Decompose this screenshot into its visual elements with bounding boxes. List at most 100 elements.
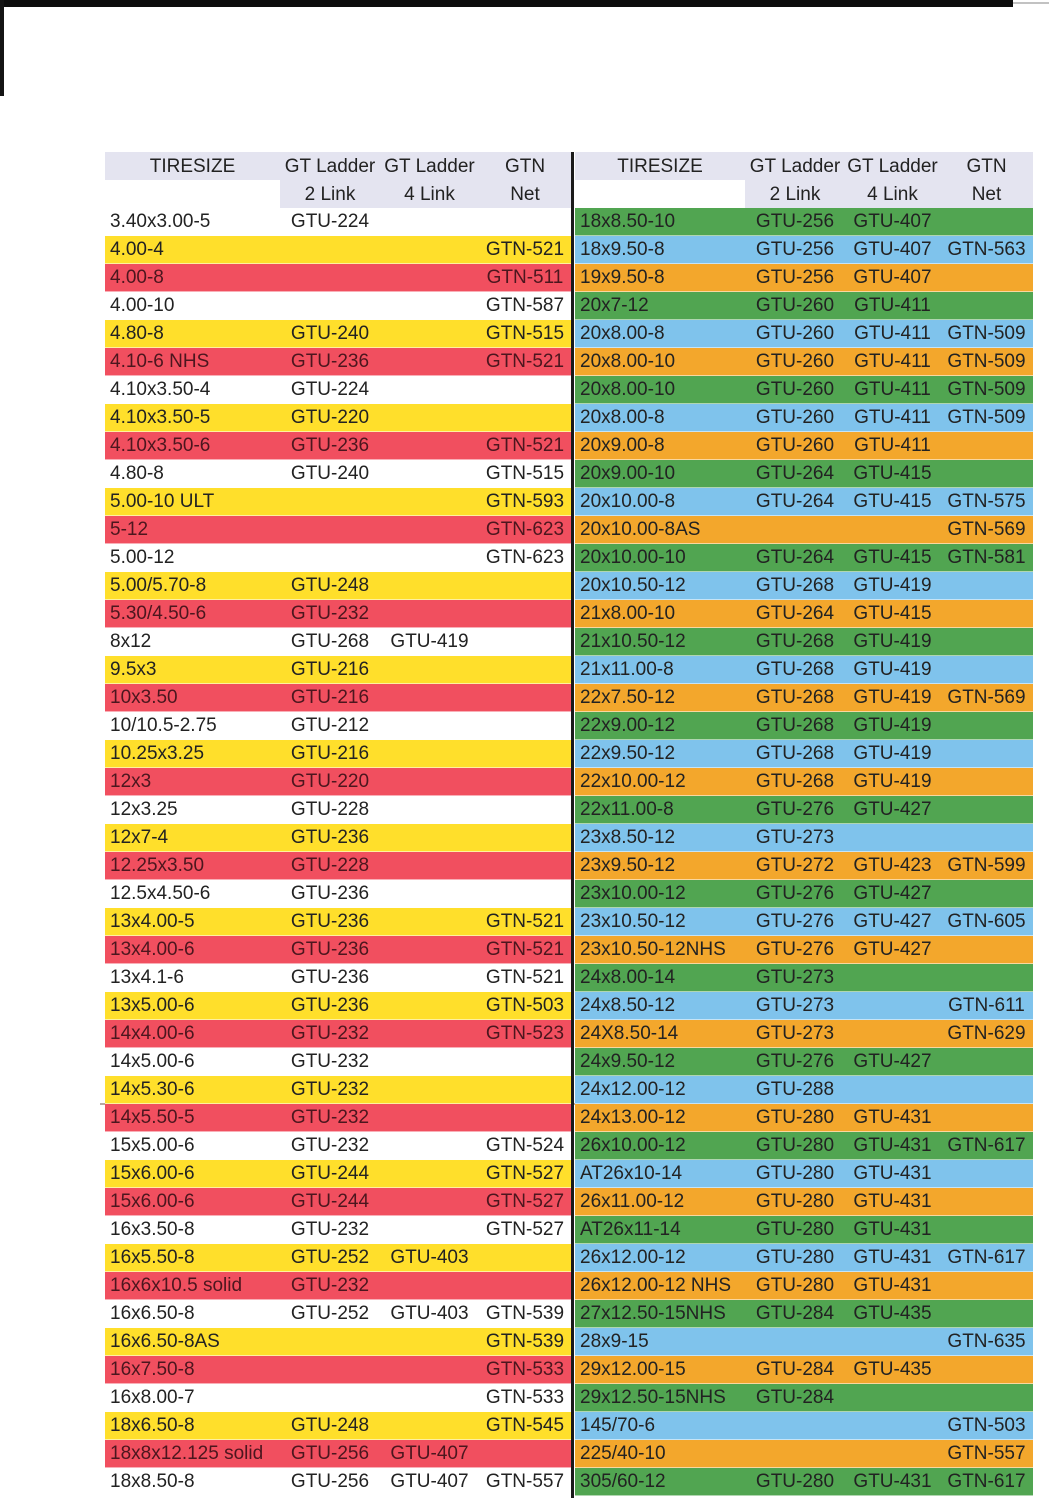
gtn-net-cell: GTN-587 — [485, 295, 565, 316]
tiresize-cell: 16x5.50-8 — [110, 1247, 195, 1268]
gtn-net-cell — [479, 1272, 571, 1299]
gt-ladder-2link-cell: GTU-268 — [755, 743, 835, 764]
gt-ladder-2link-cell: GTU-236 — [290, 939, 370, 960]
tiresize-cell: 4.10x3.50-4 — [110, 379, 211, 400]
gt-ladder-2link-cell: GTU-236 — [290, 911, 370, 932]
tiresize-cell: 8x12 — [110, 631, 152, 652]
table-row: 20x9.00-8 GTU-260 GTU-411 — [575, 432, 1033, 460]
gt-ladder-4link-cell — [380, 880, 479, 907]
gtn-net-cell — [479, 1104, 571, 1131]
tiresize-cell: 20x8.00-10 — [580, 351, 676, 372]
gtn-net-cell: GTN-527 — [485, 1191, 565, 1212]
table-row: 10.25x3.25 GTU-216 — [105, 740, 571, 768]
table-body-right: 18x8.50-10 GTU-256 GTU-407 18x9.50-8 GTU-256… — [575, 208, 1033, 1496]
link2-header: 2 Link — [280, 180, 380, 208]
gt-ladder-2link-cell — [745, 1328, 845, 1355]
tiresize-cell: 12x3.25 — [110, 799, 178, 820]
table-row: 14x5.30-6 GTU-232 — [105, 1076, 571, 1104]
tiresize-cell: 305/60-12 — [580, 1471, 666, 1492]
tiresize-cell: 20x10.00-10 — [580, 547, 686, 568]
tiresize-cell: 28x9-15 — [580, 1331, 649, 1352]
table-row: 18x8x12.125 solid GTU-256 GTU-407 — [105, 1440, 571, 1468]
tiresize-cell: 12.25x3.50 — [110, 855, 205, 876]
gt-ladder-4link-cell: GTU-407 — [853, 239, 932, 260]
table-row: 23x8.50-12 GTU-273 — [575, 824, 1033, 852]
gt-ladder-header: GT Ladder — [380, 152, 479, 180]
gt-ladder-4link-cell: GTU-427 — [853, 939, 932, 960]
gtn-net-cell — [940, 740, 1033, 767]
gt-ladder-4link-cell: GTU-403 — [390, 1303, 469, 1324]
table-row: 4.00-8 GTN-511 — [105, 264, 571, 292]
tiresize-cell: 22x9.50-12 — [580, 743, 676, 764]
net-header: Net — [940, 180, 1033, 208]
gt-ladder-2link-cell: GTU-264 — [755, 603, 835, 624]
gt-ladder-2link-cell: GTU-252 — [290, 1247, 370, 1268]
tiresize-header: TIRESIZE — [105, 152, 280, 180]
tiresize-cell: 20x8.00-10 — [580, 379, 676, 400]
gt-ladder-2link-cell: GTU-228 — [290, 799, 370, 820]
tiresize-cell: 18x8.50-8 — [110, 1471, 195, 1492]
gtn-net-cell: GTN-599 — [947, 855, 1026, 876]
gt-ladder-4link-cell: GTU-427 — [853, 883, 932, 904]
gtn-net-cell: GTN-623 — [485, 519, 565, 540]
table-row: 9.5x3 GTU-216 — [105, 656, 571, 684]
table-row: 4.00-4 GTN-521 — [105, 236, 571, 264]
gt-ladder-4link-cell: GTU-427 — [853, 799, 932, 820]
tiresize-cell: 14x5.00-6 — [110, 1051, 195, 1072]
table-row: 4.10x3.50-6 GTU-236 GTN-521 — [105, 432, 571, 460]
table-row: 8x12 GTU-268 GTU-419 — [105, 628, 571, 656]
table-row: 16x5.50-8 GTU-252 GTU-403 — [105, 1244, 571, 1272]
table-row: 5.30/4.50-6 GTU-232 — [105, 600, 571, 628]
gt-ladder-4link-cell — [380, 740, 479, 767]
gt-ladder-2link-cell: GTU-236 — [290, 351, 370, 372]
tiresize-cell: 20x10.50-12 — [580, 575, 686, 596]
gt-ladder-2link-cell: GTU-212 — [290, 715, 370, 736]
table-row: 5.00-10 ULT GTN-593 — [105, 488, 571, 516]
gt-ladder-4link-cell — [845, 1412, 940, 1439]
gt-ladder-2link-cell: GTU-228 — [290, 855, 370, 876]
gt-ladder-header: GT Ladder — [745, 152, 845, 180]
tiresize-cell: 16x7.50-8 — [110, 1359, 195, 1380]
gtn-net-cell: GTN-623 — [485, 547, 565, 568]
gtn-net-cell: GTN-581 — [947, 547, 1026, 568]
tiresize-cell: 20x7-12 — [580, 295, 649, 316]
gtn-net-cell: GTN-569 — [947, 519, 1026, 540]
table-row: 26x11.00-12 GTU-280 GTU-431 — [575, 1188, 1033, 1216]
gt-ladder-2link-cell: GTU-260 — [755, 323, 835, 344]
table-row: 15x6.00-6 GTU-244 GTN-527 — [105, 1160, 571, 1188]
gt-ladder-2link-cell: GTU-236 — [290, 883, 370, 904]
table-row: 20x8.00-8 GTU-260 GTU-411 GTN-509 — [575, 404, 1033, 432]
gt-ladder-4link-cell — [380, 1076, 479, 1103]
gt-ladder-2link-cell: GTU-232 — [290, 603, 370, 624]
gtn-header: GTN — [940, 152, 1033, 180]
gt-ladder-2link-cell: GTU-273 — [755, 967, 835, 988]
gt-ladder-4link-cell: GTU-411 — [854, 435, 931, 456]
table-row: 16x7.50-8 GTN-533 — [105, 1356, 571, 1384]
gt-ladder-4link-cell — [380, 964, 479, 991]
table-row: 18x8.50-10 GTU-256 GTU-407 — [575, 208, 1033, 236]
gt-ladder-4link-cell — [380, 1160, 479, 1187]
table-row: 12.25x3.50 GTU-228 — [105, 852, 571, 880]
gt-ladder-4link-cell: GTU-419 — [853, 687, 932, 708]
gt-ladder-2link-cell: GTU-232 — [290, 1135, 370, 1156]
table-row: AT26x10-14 GTU-280 GTU-431 — [575, 1160, 1033, 1188]
gt-ladder-4link-cell — [380, 684, 479, 711]
gt-ladder-2link-cell: GTU-276 — [755, 1051, 835, 1072]
gt-ladder-2link-cell — [745, 516, 845, 543]
parts-table-left: TIRESIZE GT Ladder GT Ladder GTN 2 Link … — [105, 152, 571, 1496]
gt-ladder-2link-cell: GTU-268 — [755, 687, 835, 708]
tiresize-cell: 5.00-10 ULT — [110, 491, 215, 512]
gt-ladder-2link-cell: GTU-220 — [290, 407, 370, 428]
tiresize-cell: 23x9.50-12 — [580, 855, 676, 876]
gtn-net-cell — [940, 1216, 1033, 1243]
tiresize-cell: 26x12.00-12 — [580, 1247, 686, 1268]
tiresize-cell: 20x10.00-8AS — [580, 519, 701, 540]
table-row: 22x9.00-12 GTU-268 GTU-419 — [575, 712, 1033, 740]
table-row: 4.80-8 GTU-240 GTN-515 — [105, 320, 571, 348]
gtn-net-cell: GTN-617 — [947, 1135, 1026, 1156]
table-row: 23x9.50-12 GTU-272 GTU-423 GTN-599 — [575, 852, 1033, 880]
table-row: 20x7-12 GTU-260 GTU-411 — [575, 292, 1033, 320]
gt-ladder-4link-cell — [380, 600, 479, 627]
table-row: 29x12.00-15 GTU-284 GTU-435 — [575, 1356, 1033, 1384]
gt-ladder-4link-cell: GTU-423 — [853, 855, 932, 876]
